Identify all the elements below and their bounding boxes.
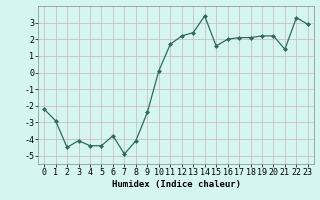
X-axis label: Humidex (Indice chaleur): Humidex (Indice chaleur) — [111, 180, 241, 189]
